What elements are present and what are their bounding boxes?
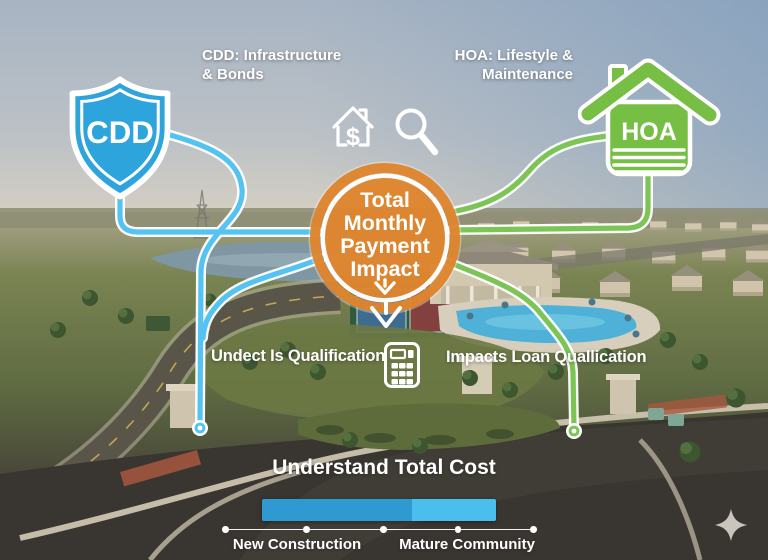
cost-bar (262, 499, 496, 521)
sparkle-icon (715, 509, 747, 541)
cdd-badge-label: CDD (86, 115, 154, 150)
cdd-connector-branch (200, 255, 325, 341)
hoa-note-line2: Maintenance (482, 66, 573, 83)
hoa-endpoint-dot (566, 423, 582, 439)
cdd-endpoint-dot (192, 420, 208, 436)
timeline-line (225, 528, 533, 531)
timeline-dot (454, 526, 462, 533)
chevron-down-icon (370, 300, 402, 328)
timeline-dot (303, 526, 310, 533)
impact-right-label: Impacts Loan Quallication (446, 348, 647, 366)
hoa-house-icon: HOA (578, 58, 721, 177)
dollar-sign: $ (346, 123, 360, 151)
center-title: Total Monthly Payment Impact (340, 188, 430, 281)
center-title-line2: Monthly (344, 211, 426, 235)
center-title-line1: Total (360, 188, 410, 212)
center-title-line3: Payment (340, 234, 430, 258)
timeline-dot (530, 526, 537, 533)
timeline-dot (222, 526, 229, 533)
search-icon (395, 108, 439, 156)
timeline (222, 525, 537, 534)
hoa-note-line1: HOA: Lifestyle & (454, 47, 573, 64)
hoa-badge-label: HOA (621, 118, 677, 146)
cdd-note-line1: CDD: Infrastructure (202, 47, 342, 64)
cdd-connector-drop (160, 130, 245, 427)
cdd-connector-horizontal (117, 189, 321, 235)
hoa-connector-curve (453, 133, 611, 214)
hoa-note: HOA: Lifestyle & Maintenance (455, 46, 573, 84)
bottom-heading: Understand Total Cost (272, 456, 496, 479)
timeline-label-left: New Construction (232, 536, 362, 553)
calculator-icon (384, 342, 420, 388)
cdd-note: CDD: Infrastructure & Bonds (202, 46, 341, 84)
timeline-label-right: Mature Community (399, 536, 535, 553)
hoa-connector-horizontal (449, 173, 651, 233)
total-impact-circle: Total Monthly Payment Impact (308, 161, 462, 315)
house-dollar-icon: $ (332, 106, 374, 151)
hoa-connector-drop (445, 259, 577, 431)
garage-door-lines (612, 148, 686, 174)
timeline-dot (380, 526, 387, 533)
cdd-note-line2: & Bonds (202, 66, 264, 83)
center-title-line4: Impact (350, 257, 419, 281)
chevron-down-icon (374, 278, 396, 295)
cdd-shield-icon: CDD (69, 76, 171, 200)
impact-left-label: Undect Is Qualification (211, 347, 386, 365)
